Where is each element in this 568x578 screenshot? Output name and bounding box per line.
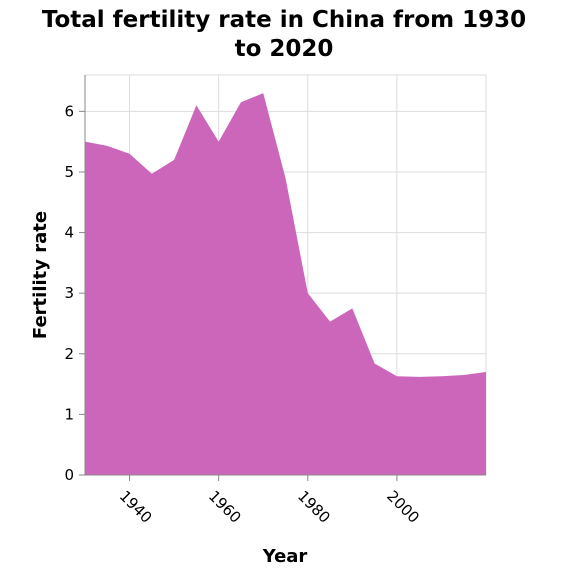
y-axis-ticks: 0 1 2 3 4 5 6	[64, 102, 85, 484]
x-axis-title: Year	[262, 546, 308, 567]
y-tick-label: 0	[64, 466, 74, 484]
axes	[84, 75, 486, 476]
chart-title-line-1: Total fertility rate in China from 1930	[42, 7, 526, 33]
y-tick-label: 3	[64, 284, 74, 302]
chart-title-line-2: to 2020	[235, 36, 334, 62]
y-tick-label: 1	[64, 405, 74, 423]
data-area	[84, 93, 487, 475]
fertility-rate-area	[85, 93, 486, 475]
x-tick-label: 1960	[205, 487, 245, 527]
y-tick-label: 2	[64, 345, 74, 363]
x-tick-label: 1980	[294, 487, 334, 527]
x-axis-ticks: 1940 1960 1980 2000	[116, 475, 423, 527]
y-tick-label: 6	[64, 102, 74, 120]
x-tick-label: 2000	[383, 487, 423, 527]
y-axis-title: Fertility rate	[30, 211, 51, 339]
y-tick-label: 5	[64, 163, 74, 181]
x-tick-label: 1940	[116, 487, 156, 527]
y-tick-label: 4	[64, 224, 74, 242]
